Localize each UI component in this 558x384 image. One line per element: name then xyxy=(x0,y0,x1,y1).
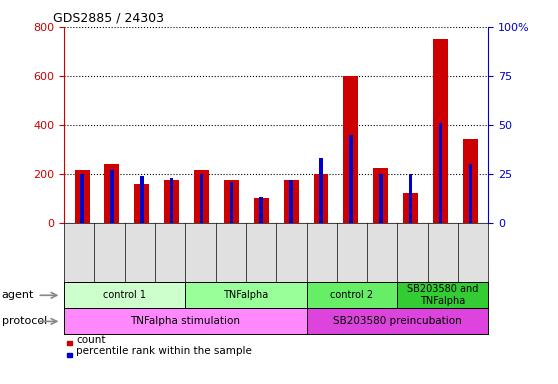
Bar xyxy=(433,39,448,223)
Bar xyxy=(259,197,263,223)
Bar xyxy=(409,174,412,223)
Bar xyxy=(373,168,388,223)
Text: control 2: control 2 xyxy=(330,290,373,300)
Bar xyxy=(224,180,239,223)
Bar xyxy=(463,139,478,223)
Bar xyxy=(230,182,233,223)
Bar xyxy=(194,170,209,223)
Text: TNFalpha: TNFalpha xyxy=(223,290,268,300)
Bar xyxy=(379,174,383,223)
Bar xyxy=(80,174,84,223)
Bar xyxy=(140,176,143,223)
Bar xyxy=(403,194,418,223)
Bar xyxy=(110,170,114,223)
Text: SB203580 and
TNFalpha: SB203580 and TNFalpha xyxy=(407,285,479,306)
Text: percentile rank within the sample: percentile rank within the sample xyxy=(76,346,252,356)
Text: GDS2885 / 24303: GDS2885 / 24303 xyxy=(53,12,164,25)
Text: control 1: control 1 xyxy=(103,290,146,300)
Text: TNFalpha stimulation: TNFalpha stimulation xyxy=(131,316,240,326)
Bar xyxy=(349,135,353,223)
Bar xyxy=(439,123,442,223)
Bar xyxy=(254,198,269,223)
Bar xyxy=(290,180,293,223)
Text: agent: agent xyxy=(2,290,34,300)
Bar xyxy=(469,164,472,223)
Bar xyxy=(104,164,119,223)
Bar xyxy=(283,180,299,223)
Text: protocol: protocol xyxy=(2,316,47,326)
Bar xyxy=(343,76,358,223)
Bar xyxy=(200,174,203,223)
Text: count: count xyxy=(76,335,106,345)
Bar xyxy=(164,180,179,223)
Bar xyxy=(319,158,323,223)
Bar xyxy=(170,178,174,223)
Text: SB203580 preincubation: SB203580 preincubation xyxy=(333,316,462,326)
Bar xyxy=(134,184,150,223)
Bar xyxy=(314,174,329,223)
Bar xyxy=(75,170,89,223)
